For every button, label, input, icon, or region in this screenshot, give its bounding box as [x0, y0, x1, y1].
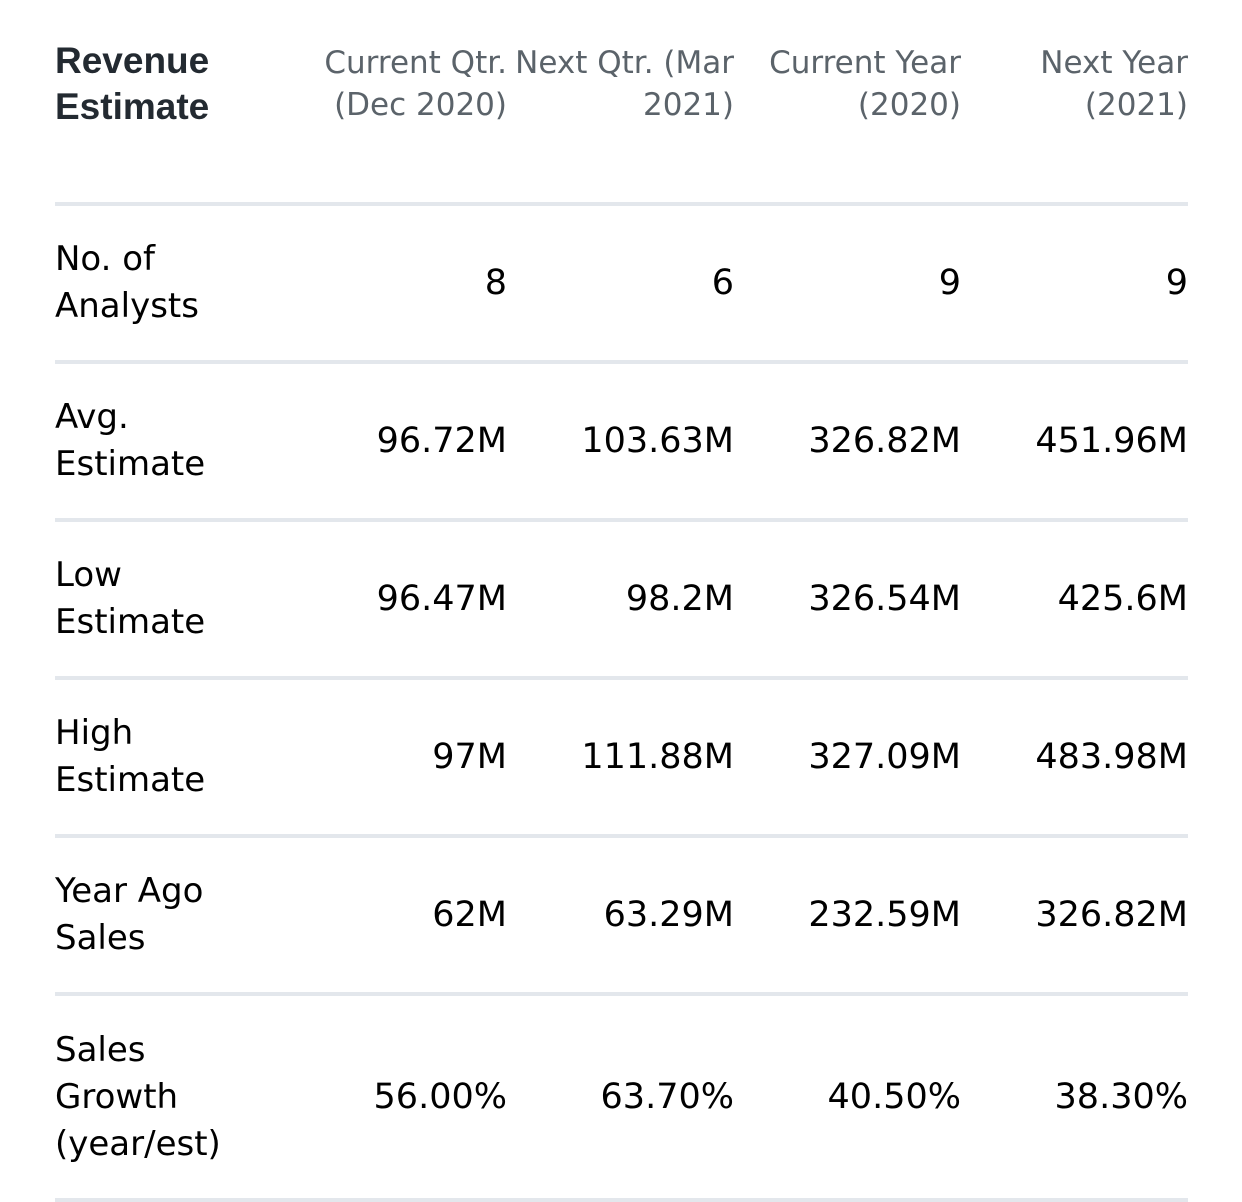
- table-cell: 326.82M: [734, 362, 961, 522]
- table-cell: 96.47M: [281, 520, 507, 680]
- column-header-next-qtr: Next Qtr. (Mar 2021): [507, 0, 734, 206]
- table-row: High Estimate 97M 111.88M 327.09M 483.98…: [55, 678, 1188, 838]
- table-cell: 97M: [281, 678, 507, 838]
- table-header-row: Revenue Estimate Current Qtr. (Dec 2020)…: [55, 0, 1188, 206]
- column-header-current-year: Current Year (2020): [734, 0, 961, 206]
- table-cell: 451.96M: [961, 362, 1188, 522]
- table-cell: 40.50%: [734, 994, 961, 1202]
- table-cell: 103.63M: [507, 362, 734, 522]
- row-label-sales-growth: Sales Growth (year/est): [55, 994, 281, 1202]
- table-row: Low Estimate 96.47M 98.2M 326.54M 425.6M: [55, 520, 1188, 680]
- table-title-line: Estimate: [55, 86, 210, 127]
- table-cell: 425.6M: [961, 520, 1188, 680]
- table-row: No. of Analysts 8 6 9 9: [55, 204, 1188, 364]
- column-header-next-year: Next Year (2021): [961, 0, 1188, 206]
- row-label-avg-estimate: Avg. Estimate: [55, 362, 281, 522]
- row-label-year-ago-sales: Year Ago Sales: [55, 836, 281, 996]
- table-cell: 326.82M: [961, 836, 1188, 996]
- table-cell: 96.72M: [281, 362, 507, 522]
- table-cell: 63.70%: [507, 994, 734, 1202]
- column-header-current-qtr: Current Qtr. (Dec 2020): [281, 0, 507, 206]
- table-cell: 8: [281, 204, 507, 364]
- table-cell: 62M: [281, 836, 507, 996]
- row-label-high-estimate: High Estimate: [55, 678, 281, 838]
- row-label-no-of-analysts: No. of Analysts: [55, 204, 281, 364]
- table-row: Sales Growth (year/est) 56.00% 63.70% 40…: [55, 994, 1188, 1202]
- table-cell: 6: [507, 204, 734, 364]
- table-cell: 232.59M: [734, 836, 961, 996]
- table-cell: 326.54M: [734, 520, 961, 680]
- revenue-estimate-table: Revenue Estimate Current Qtr. (Dec 2020)…: [55, 0, 1188, 1202]
- table-cell: 327.09M: [734, 678, 961, 838]
- table-row: Year Ago Sales 62M 63.29M 232.59M 326.82…: [55, 836, 1188, 996]
- row-label-low-estimate: Low Estimate: [55, 520, 281, 680]
- table-cell: 9: [961, 204, 1188, 364]
- table-cell: 98.2M: [507, 520, 734, 680]
- table-row: Avg. Estimate 96.72M 103.63M 326.82M 451…: [55, 362, 1188, 522]
- table-cell: 63.29M: [507, 836, 734, 996]
- table-cell: 483.98M: [961, 678, 1188, 838]
- table-cell: 38.30%: [961, 994, 1188, 1202]
- table-cell: 111.88M: [507, 678, 734, 838]
- table-cell: 9: [734, 204, 961, 364]
- table-title: Revenue Estimate: [55, 0, 281, 206]
- table-cell: 56.00%: [281, 994, 507, 1202]
- table-title-line: Revenue: [55, 40, 210, 81]
